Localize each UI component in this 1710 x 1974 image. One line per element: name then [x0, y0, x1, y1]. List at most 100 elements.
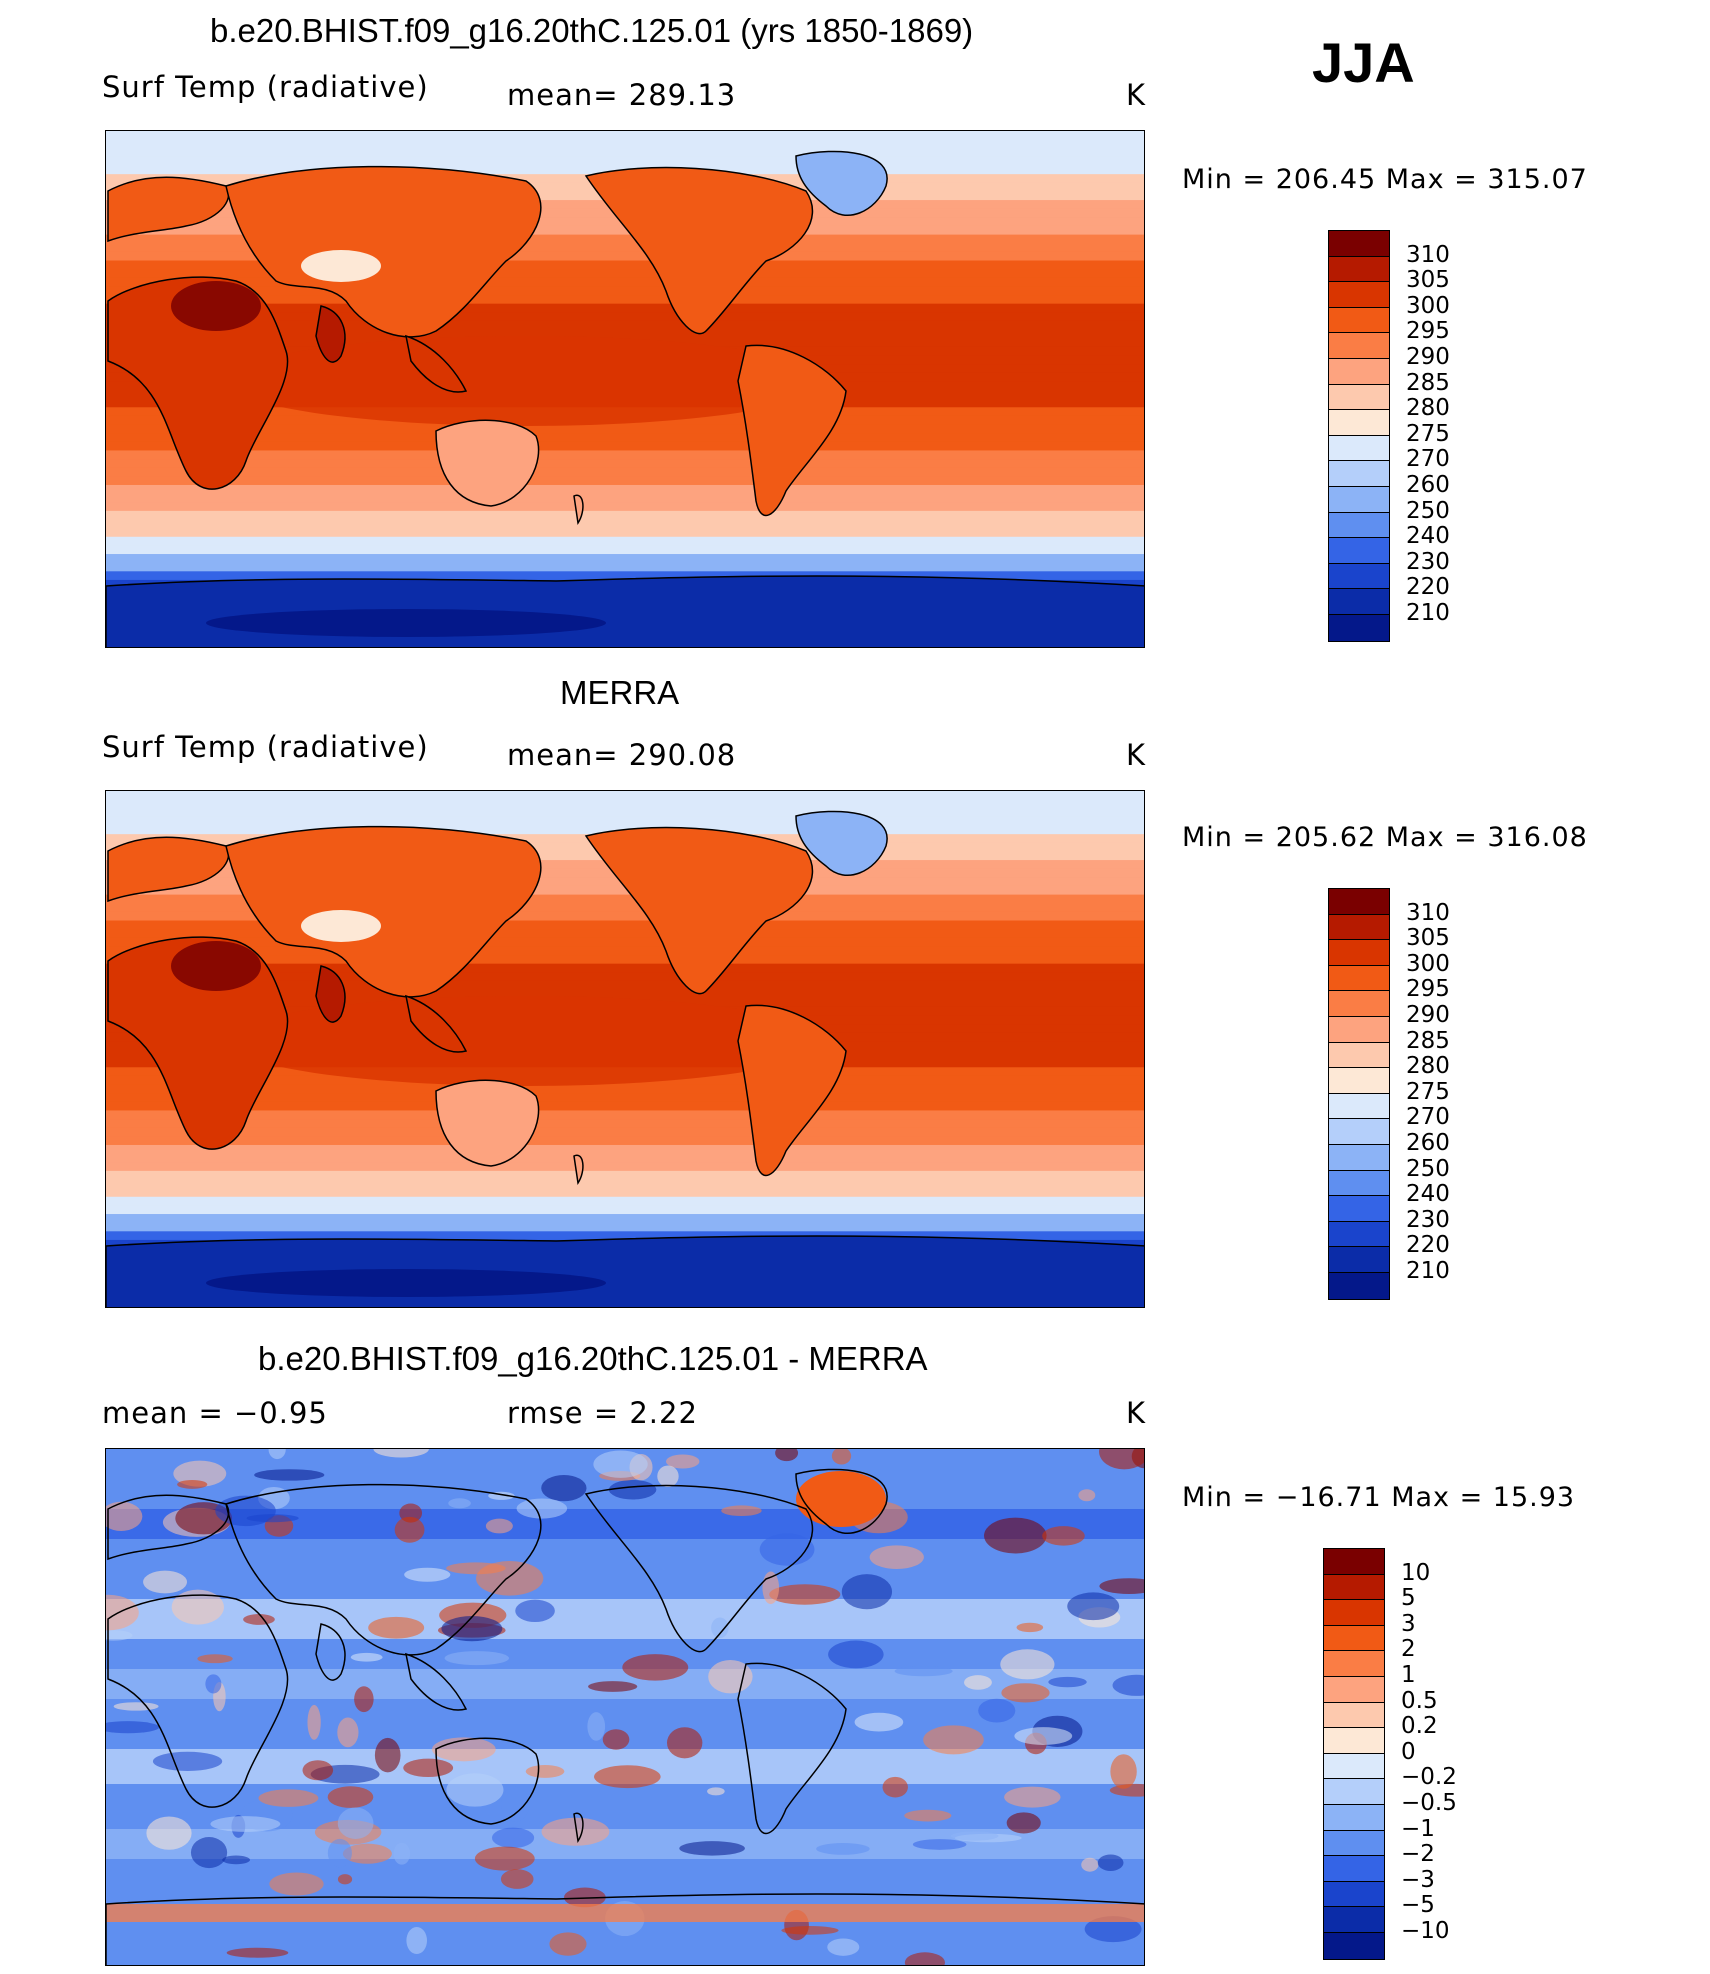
colorbar-tick-label: 260: [1406, 1130, 1450, 1156]
hot-desert: [171, 941, 261, 991]
southern-ocean-anomaly: [106, 1904, 1144, 1922]
difference-blob: [1081, 1857, 1099, 1872]
difference-blob: [657, 1465, 679, 1488]
difference-blob: [337, 1874, 353, 1885]
warm-pool: [226, 336, 826, 426]
colorbar-swatch: [1329, 589, 1389, 615]
units-label-model: K: [1126, 78, 1147, 112]
colorbar-swatch: [1329, 563, 1389, 590]
difference-blob: [912, 1839, 967, 1850]
difference-blob: [781, 1926, 839, 1935]
coastline-africa: [107, 1594, 289, 1808]
colorbar-swatch: [1329, 614, 1389, 641]
coastline-india: [315, 305, 346, 363]
panel-title-model: b.e20.BHIST.f09_g16.20thC.125.01 (yrs 18…: [210, 12, 974, 49]
colorbar-swatch: [1324, 1932, 1384, 1959]
difference-blob: [254, 1469, 325, 1481]
colorbar-tick-label: 240: [1406, 523, 1450, 550]
colorbar-tick-label: −0.5: [1401, 1790, 1457, 1816]
colorbar-swatch: [1329, 384, 1389, 411]
temperature-band: [106, 1153, 1144, 1164]
hot-desert: [171, 281, 261, 331]
colorbar-swatch: [1324, 1728, 1384, 1754]
difference-blob: [594, 1765, 661, 1789]
colorbar-tick-label: 275: [1406, 1078, 1450, 1105]
difference-blob: [368, 1616, 425, 1639]
rmse-label-diff: rmse = 2.22: [507, 1396, 698, 1430]
minmax-diff: Min = −16.71 Max = 15.93: [1182, 1482, 1576, 1513]
colorbar-tick-label: 10: [1401, 1559, 1431, 1586]
difference-blob: [374, 1737, 401, 1773]
difference-blob: [854, 1712, 904, 1732]
temperature-band: [106, 799, 1144, 810]
difference-blob: [525, 1764, 565, 1778]
difference-blob: [602, 1729, 630, 1750]
colorbar-swatch: [1324, 1881, 1384, 1908]
colorbar-tick-label: 220: [1406, 574, 1450, 601]
temperature-band: [106, 234, 1144, 245]
temperature-band: [106, 320, 1144, 331]
temperature-band: [106, 1110, 1144, 1121]
colorbar-swatch: [1324, 1702, 1384, 1729]
colorbar-tick-label: 220: [1406, 1232, 1450, 1259]
difference-blob: [1097, 1854, 1124, 1871]
difference-blob: [1084, 1916, 1142, 1943]
units-label-diff: K: [1126, 1396, 1147, 1430]
minmax-obs: Min = 205.62 Max = 316.08: [1182, 822, 1588, 853]
temperature-band: [106, 303, 1144, 314]
temperature-band: [106, 277, 1144, 288]
tibetan-plateau: [301, 910, 381, 942]
colorbar-tick-label: 270: [1406, 1104, 1450, 1131]
difference-blob: [146, 1816, 192, 1850]
difference-blob: [1112, 1674, 1144, 1696]
temperature-band: [106, 1196, 1144, 1207]
colorbar-swatch: [1329, 256, 1389, 283]
difference-blob: [711, 1617, 729, 1639]
difference-blob: [269, 1872, 324, 1896]
colorbar-tick-label: 275: [1406, 420, 1450, 447]
greenland-anomaly: [796, 1471, 886, 1527]
coastline-africa: [107, 276, 289, 490]
difference-blob: [816, 1843, 870, 1855]
difference-blob: [106, 1501, 143, 1531]
difference-blob: [882, 1776, 908, 1798]
temperature-band: [106, 484, 1144, 495]
difference-blob: [1110, 1754, 1137, 1789]
coastline-greenland: [795, 150, 888, 216]
coastline-namerica: [584, 1484, 814, 1653]
mean-label-model: mean= 289.13: [507, 78, 737, 112]
temperature-band: [106, 1170, 1144, 1181]
temperature-band: [106, 450, 1144, 461]
coastline-asia: [225, 825, 542, 998]
difference-blob: [113, 1702, 159, 1711]
temperature-band: [106, 459, 1144, 469]
difference-blob: [393, 1842, 411, 1865]
colorbar-swatch: [1329, 1093, 1389, 1120]
coastline-greenland: [795, 810, 888, 876]
difference-blob: [762, 1571, 780, 1605]
temperature-band: [106, 1101, 1144, 1112]
temperature-band: [106, 1222, 1144, 1233]
coastline-antarctica: [106, 1893, 1144, 1965]
temperature-band: [106, 1179, 1144, 1190]
temperature-band: [106, 885, 1144, 896]
difference-blob: [950, 1831, 999, 1841]
mean-label-obs: mean= 290.08: [507, 738, 737, 772]
panel-title-obs: MERRA: [560, 674, 680, 711]
colorbar-tick-label: 230: [1406, 548, 1450, 575]
difference-blob: [474, 1846, 535, 1871]
temperature-band: [106, 1144, 1144, 1155]
temperature-band: [106, 295, 1144, 305]
warm-pool: [226, 996, 826, 1086]
difference-blob: [608, 1479, 657, 1500]
difference-blob: [923, 1725, 984, 1755]
colorbar-tick-label: −3: [1401, 1866, 1435, 1893]
temperature-band: [106, 937, 1144, 948]
antarctic-interior: [206, 609, 606, 637]
mean-label-diff: mean = −0.95: [102, 1396, 328, 1430]
difference-blob: [1004, 1786, 1061, 1808]
colorbar-tick-label: 0: [1401, 1738, 1416, 1765]
difference-blob: [226, 1947, 289, 1958]
colorbar-model: [1328, 230, 1390, 642]
colorbar-tick-label: 300: [1406, 292, 1450, 319]
